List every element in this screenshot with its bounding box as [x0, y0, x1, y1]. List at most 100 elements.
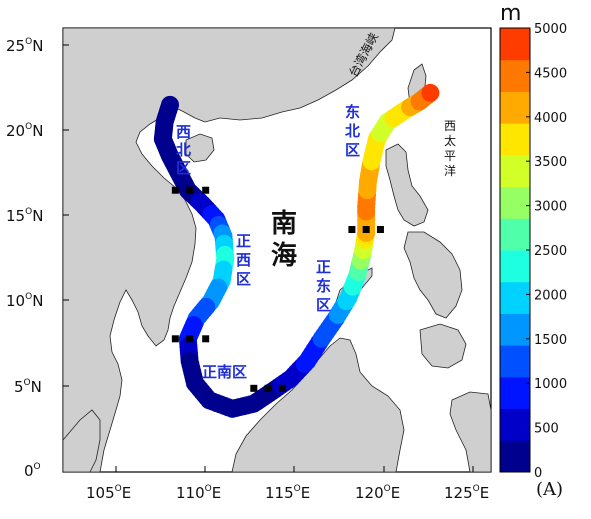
colorbar-segment [500, 154, 530, 188]
colorbar-segment [500, 123, 530, 156]
lon-axis: 105OE 110OE 115OE 120OE 125OE [86, 466, 489, 502]
colorbar-tick-label: 3500 [534, 155, 567, 170]
lat-tick-15: 15ON [6, 207, 69, 225]
section-marker [186, 335, 194, 343]
section-marker [202, 186, 210, 194]
pacific-label: 西 太 平 洋 [444, 119, 456, 178]
colorbar-segment [500, 376, 530, 410]
section-marker [362, 226, 370, 234]
svg-text:北: 北 [345, 122, 360, 140]
svg-text:平: 平 [444, 149, 456, 163]
sulawesi-land [449, 391, 492, 473]
sea-label-sea: 海 [271, 241, 297, 271]
svg-text:125OE: 125OE [444, 484, 489, 502]
svg-text:西: 西 [236, 251, 251, 269]
panel-label: (A) [536, 479, 563, 500]
svg-text:区: 区 [236, 270, 251, 288]
colorbar-segment [500, 313, 530, 346]
lat-tick-10: 10ON [6, 292, 69, 310]
lat-tick-25: 25ON [6, 37, 69, 55]
philippines-islands [403, 231, 463, 319]
hainan-island [185, 133, 215, 163]
svg-text:洋: 洋 [444, 163, 456, 178]
colorbar-tick-label: 1500 [534, 333, 567, 348]
section-marker [186, 186, 194, 194]
lat-tick-0: 0O [24, 462, 41, 480]
svg-text:正: 正 [236, 232, 251, 250]
svg-text:北: 北 [176, 141, 191, 159]
colorbar-tick-label: 500 [534, 422, 559, 437]
colorbar-segment [500, 91, 530, 124]
sea-label-south: 南 [271, 209, 297, 239]
svg-text:105OE: 105OE [86, 484, 131, 502]
section-marker [171, 186, 179, 194]
svg-text:10ON: 10ON [6, 292, 43, 310]
region-northeast-label: 东 北 区 [345, 103, 360, 159]
colorbar-tick-label: 0 [534, 466, 542, 481]
svg-text:区: 区 [316, 296, 331, 314]
colorbar-tick-label: 4500 [534, 66, 567, 81]
colorbar-segment [500, 186, 530, 219]
colorbar-tick-label: 4000 [534, 111, 567, 126]
lon-tick-115: 115OE [265, 466, 310, 502]
lon-tick-120: 120OE [355, 466, 400, 502]
colorbar-tick-label: 1000 [534, 377, 567, 392]
colorbar-segment [500, 281, 530, 314]
svg-text:正: 正 [316, 258, 331, 276]
colorbar-segment [500, 440, 530, 473]
svg-text:110OE: 110OE [176, 484, 221, 502]
svg-text:0O: 0O [24, 462, 41, 480]
section-marker [250, 384, 258, 392]
depth-track [153, 83, 440, 418]
track-point [421, 83, 440, 102]
lat-tick-20: 20ON [6, 122, 69, 140]
colorbar-segment [500, 218, 530, 251]
colorbar-segment [500, 59, 530, 92]
colorbar [499, 27, 531, 473]
malay-peninsula [62, 409, 101, 473]
section-marker [171, 335, 179, 343]
svg-text:115OE: 115OE [265, 484, 310, 502]
svg-text:区: 区 [345, 141, 360, 159]
section-marker [202, 335, 210, 343]
region-west-label: 正 西 区 [236, 232, 251, 288]
section-markers [171, 186, 384, 392]
land-layer [62, 27, 492, 473]
lat-axis: 25ON 20ON 15ON 10ON 5ON 0O [6, 37, 69, 480]
colorbar-tick-label: 2000 [534, 288, 567, 303]
svg-text:20ON: 20ON [6, 122, 43, 140]
svg-text:西: 西 [444, 119, 456, 133]
section-marker [264, 384, 272, 392]
svg-text:5ON: 5ON [14, 378, 42, 396]
lon-tick-125: 125OE [444, 466, 489, 502]
region-northwest-label: 西 北 区 [176, 123, 191, 177]
svg-text:区: 区 [176, 159, 191, 177]
colorbar-tick-label: 2500 [534, 244, 567, 259]
svg-text:西: 西 [176, 123, 191, 141]
lon-tick-105: 105OE [86, 466, 131, 502]
svg-text:太: 太 [444, 133, 456, 148]
section-marker [278, 384, 286, 392]
region-east-label: 正 东 区 [316, 258, 331, 314]
luzon-island [385, 143, 429, 227]
colorbar-segment [500, 28, 530, 61]
svg-text:15ON: 15ON [6, 207, 43, 225]
colorbar-segment [500, 250, 530, 283]
colorbar-segment [500, 408, 530, 441]
svg-text:东: 东 [316, 277, 331, 295]
svg-text:25ON: 25ON [6, 37, 43, 55]
section-marker [376, 226, 384, 234]
borneo-island [231, 337, 405, 473]
lat-tick-5: 5ON [14, 378, 69, 396]
section-marker [348, 226, 356, 234]
region-south-label: 正南区 [202, 363, 247, 381]
lon-tick-110: 110OE [176, 466, 221, 502]
mindanao-island [419, 323, 467, 369]
colorbar-tick-label: 3000 [534, 200, 567, 215]
colorbar-unit: m [500, 1, 521, 26]
svg-text:东: 东 [345, 103, 360, 121]
colorbar-tick-label: 5000 [534, 22, 567, 37]
svg-text:120OE: 120OE [355, 484, 400, 502]
